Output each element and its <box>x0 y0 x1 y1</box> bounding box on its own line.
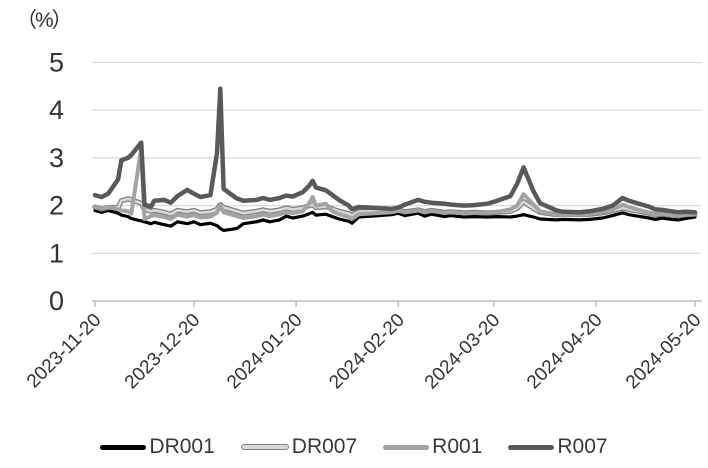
y-tick-label: 1 <box>49 238 64 268</box>
legend: DR001 DR007 R001 R007 <box>0 432 708 462</box>
legend-label-r001: R001 <box>432 435 483 458</box>
x-tick-label: 2024-02-20 <box>325 310 409 394</box>
x-tick-label: 2024-05-20 <box>622 310 706 394</box>
y-tick-label: 3 <box>49 143 64 173</box>
plot-area: 2023-11-20 2023-12-20 2024-01-20 2024-02-20… <box>23 48 706 394</box>
y-tick-label: 2 <box>49 191 64 221</box>
legend-item-r007: R007 <box>508 435 608 459</box>
legend-item-dr001: DR001 <box>100 435 215 459</box>
legend-item-dr007: DR007 <box>240 435 358 459</box>
series-line-r001 <box>93 146 697 221</box>
legend-swatch-r007 <box>508 444 555 450</box>
y-tick-label: 4 <box>49 95 64 125</box>
legend-swatch-r001 <box>383 444 430 450</box>
y-tick-label: 0 <box>49 286 64 316</box>
x-tick-label: 2024-03-20 <box>421 310 505 394</box>
legend-label-dr001: DR001 <box>149 435 215 458</box>
y-tick-label: 5 <box>49 48 64 78</box>
legend-swatch-dr001 <box>100 444 147 450</box>
legend-item-r001: R001 <box>383 435 482 459</box>
legend-swatch-dr007 <box>240 444 289 450</box>
x-tick-label: 2023-11-20 <box>23 310 106 393</box>
x-tick-label: 2023-12-20 <box>121 310 205 394</box>
x-tick-label: 2024-04-20 <box>523 310 607 394</box>
x-tick-label: 2024-01-20 <box>223 310 307 394</box>
series-line-dr001 <box>93 208 697 232</box>
y-axis-unit-label: （%） <box>16 9 73 32</box>
legend-label-r007: R007 <box>557 435 608 458</box>
series-line-r007 <box>92 86 698 215</box>
legend-label-dr007: DR007 <box>291 435 358 458</box>
